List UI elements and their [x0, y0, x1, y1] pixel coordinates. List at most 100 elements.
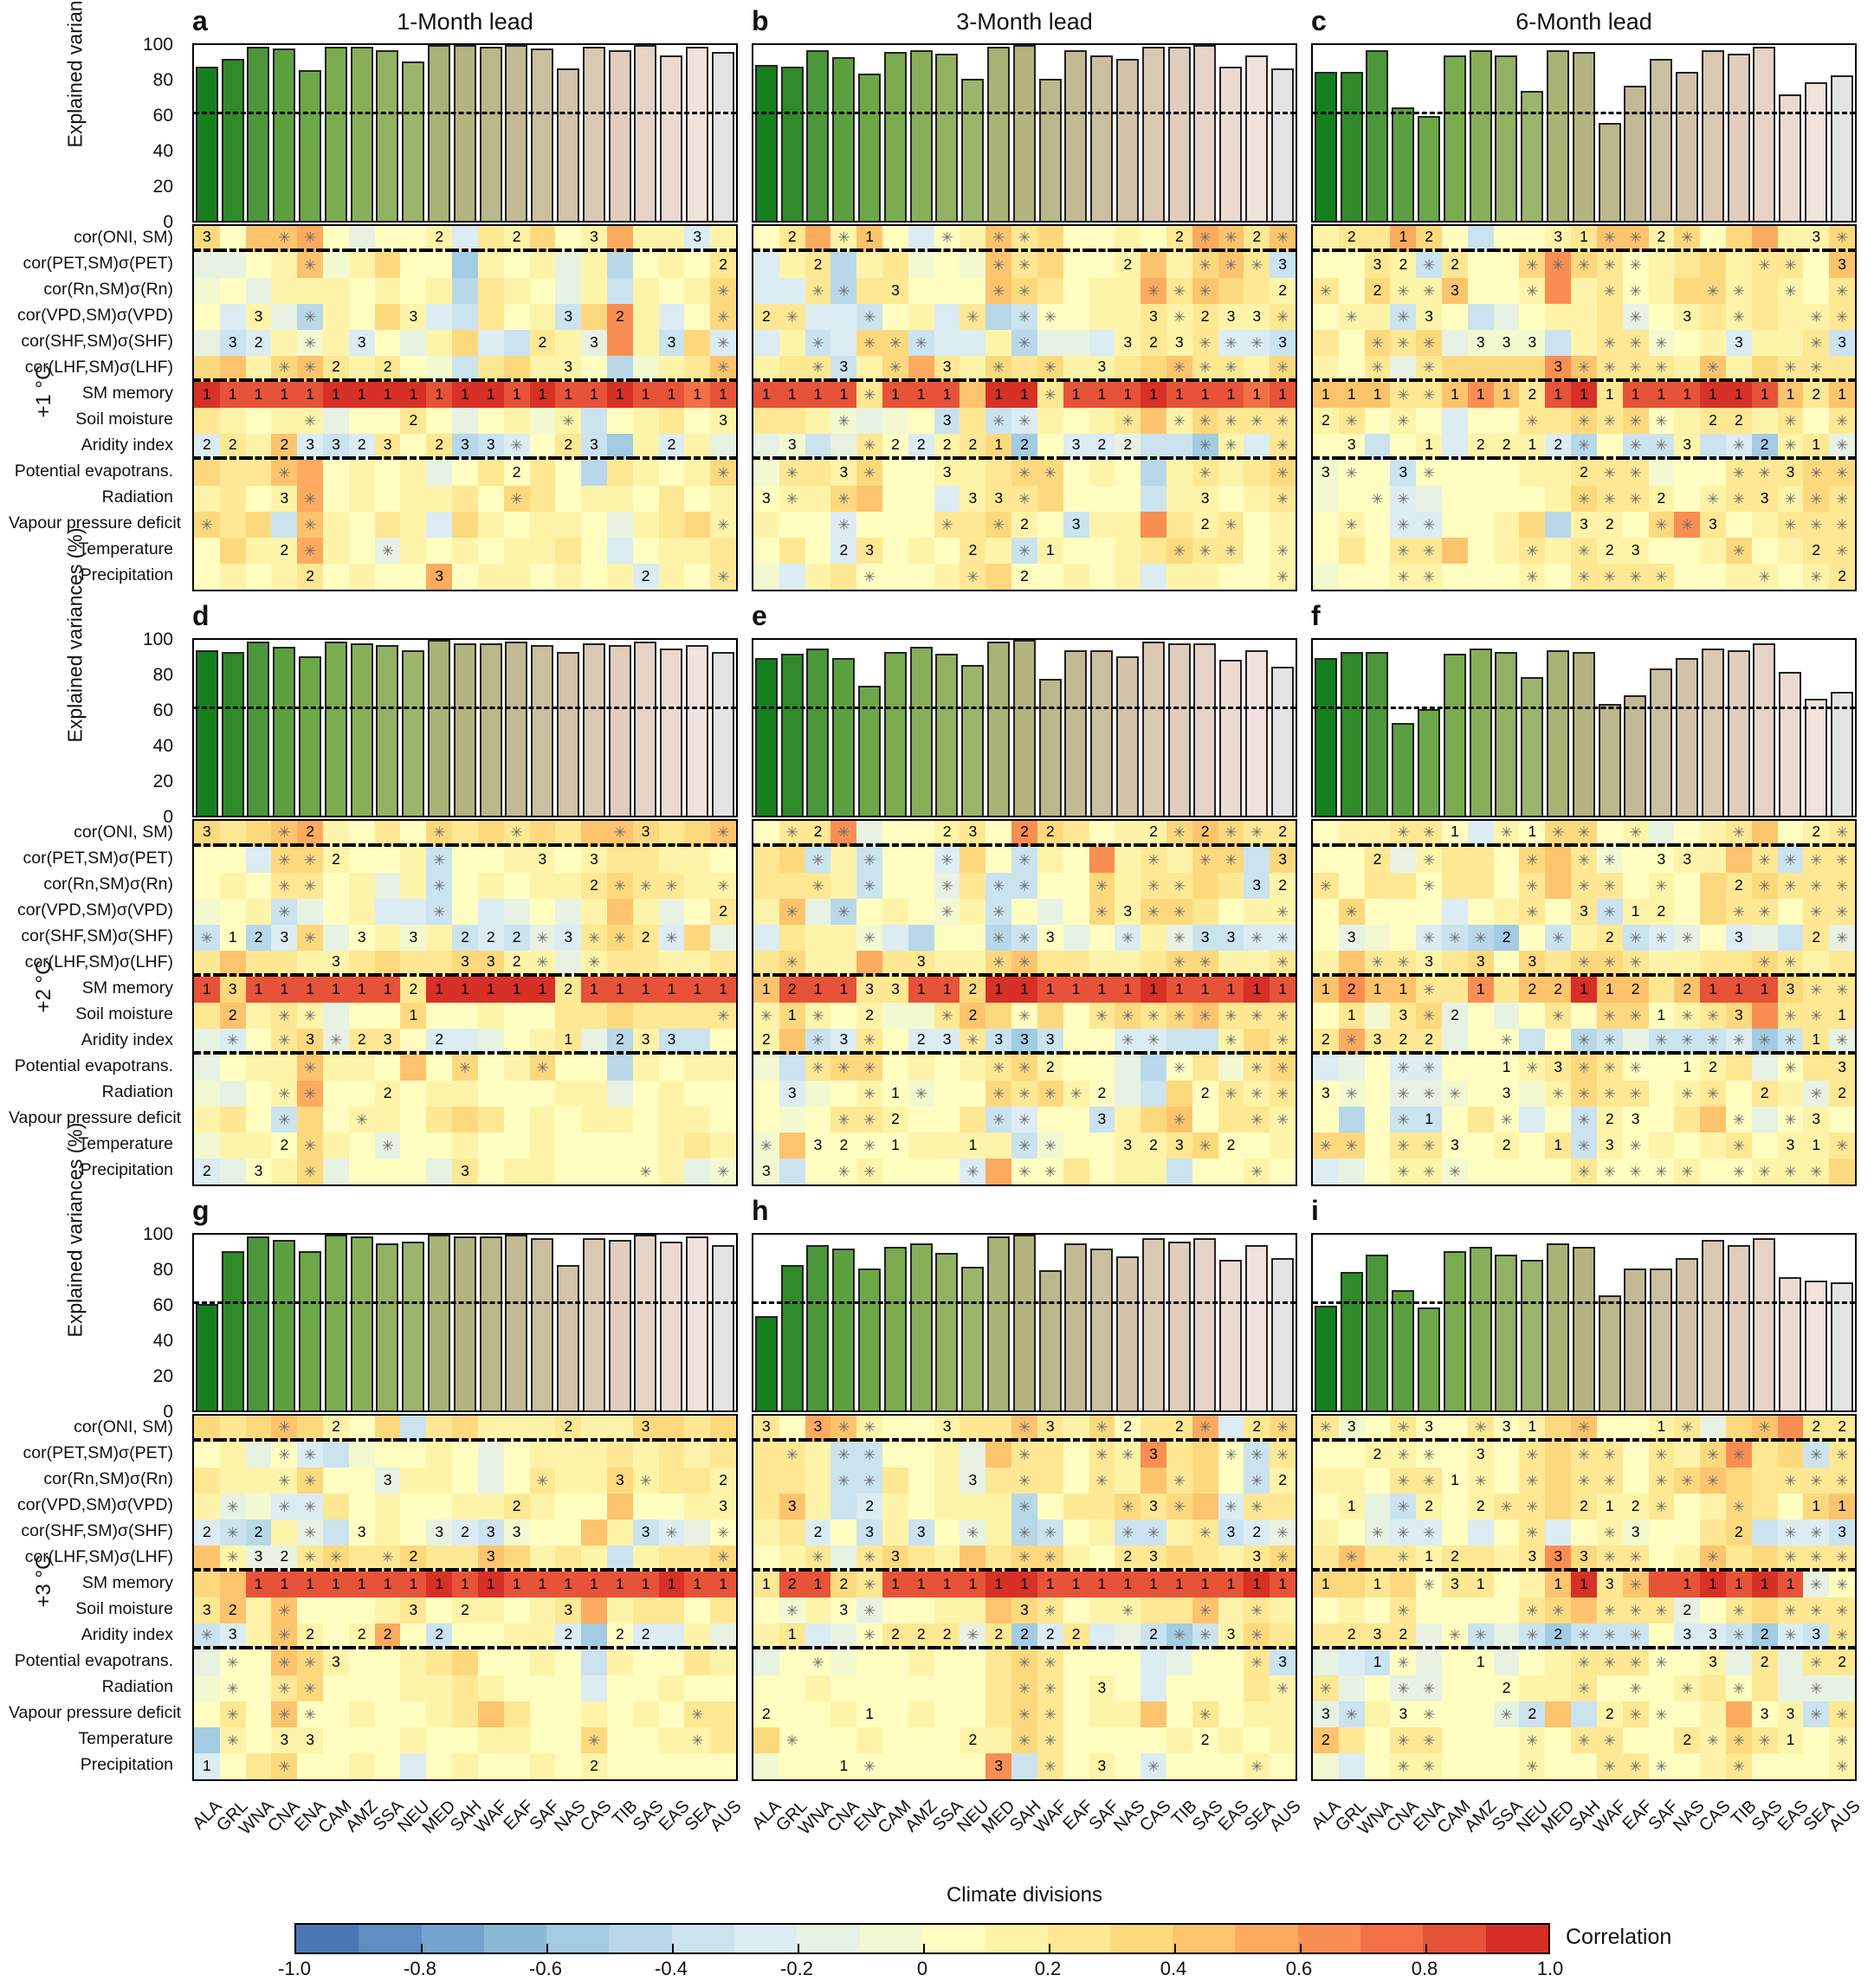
heatmap-cell: 1: [779, 382, 805, 408]
heatmap-cell: [606, 252, 633, 278]
heatmap-cell: ✳: [830, 1107, 857, 1133]
heatmap-cell: [684, 899, 711, 925]
heatmap-cell: ✳: [1390, 1753, 1417, 1779]
heatmap-cell: [323, 1081, 349, 1107]
heatmap-cell: 1: [1648, 1416, 1675, 1442]
heatmap-cell: 1: [779, 1003, 805, 1029]
heatmap-cell: ✳: [779, 821, 805, 847]
heatmap-cell: [1063, 1159, 1089, 1184]
heatmap-cell: [960, 1055, 986, 1081]
heatmap-cell: ✳: [1725, 278, 1752, 304]
heatmap-cell: ✳: [1596, 252, 1623, 278]
heatmap-cell: ✳: [1270, 460, 1296, 486]
heatmap-cell: [1700, 1494, 1726, 1520]
heatmap-cell: [753, 512, 779, 538]
heatmap-cell: 1: [529, 977, 556, 1003]
heatmap-cell: ✳: [1313, 1675, 1339, 1701]
heatmap-cell: [1338, 1107, 1365, 1133]
heatmap-cell: 3: [1777, 1701, 1804, 1727]
heatmap-cell: [908, 1416, 934, 1442]
asterisk-mark: ✳: [1121, 1524, 1134, 1541]
asterisk-mark: ✳: [329, 1031, 343, 1049]
heatmap-cell: [1674, 899, 1701, 925]
heatmap-cell: ✳: [779, 951, 805, 977]
heatmap-cell: ✳: [271, 1442, 298, 1468]
bar-EAF: [505, 1235, 528, 1410]
bar-AUS: [711, 1245, 734, 1410]
heatmap-cell: ✳: [1596, 951, 1623, 977]
heatmap-cell: 2: [779, 977, 805, 1003]
bar-SSA: [376, 645, 399, 816]
heatmap-cell: 3: [1622, 1107, 1649, 1133]
bar-CNA: [832, 1249, 856, 1410]
heatmap-cell: 2: [503, 226, 530, 252]
heatmap-cell: ✳: [1751, 951, 1778, 977]
heatmap-row-label: cor(LHF,SM)σ(LHF): [24, 1547, 173, 1566]
heatmap-cell: 2: [1829, 564, 1855, 590]
heatmap-cell: [477, 1675, 504, 1701]
asterisk-mark: ✳: [587, 929, 601, 946]
heatmap-cell: [1493, 1649, 1520, 1675]
heatmap-cell: ✳: [1313, 873, 1339, 899]
asterisk-mark: ✳: [1526, 1059, 1539, 1076]
heatmap-cell: [658, 252, 685, 278]
heatmap-cell: [684, 408, 711, 434]
asterisk-mark: ✳: [1423, 334, 1436, 352]
heatmap-cell: [1751, 1468, 1778, 1494]
heatmap-cell: ✳: [1596, 226, 1623, 252]
asterisk-mark: ✳: [1784, 953, 1797, 971]
heatmap-cell: [934, 1081, 960, 1107]
heatmap-cell: [452, 821, 478, 847]
asterisk-mark: ✳: [1423, 981, 1436, 998]
heatmap-cell: [581, 1701, 607, 1727]
heatmap-cell: ✳: [1596, 1546, 1623, 1572]
heatmap-cell: [1141, 1081, 1166, 1107]
heatmap-cell: [426, 1133, 453, 1159]
heatmap-cell: ✳: [219, 1520, 246, 1546]
bar-WAF: [1598, 703, 1621, 816]
asterisk-mark: ✳: [1526, 903, 1539, 920]
heatmap-cell: [985, 330, 1012, 356]
heatmap-cell: [658, 1623, 685, 1649]
heatmap-cell: [1244, 1029, 1270, 1055]
heatmap-cell: [581, 1159, 607, 1184]
heatmap-cell: ✳: [1218, 1081, 1244, 1107]
asterisk-mark: ✳: [863, 1576, 876, 1593]
heatmap-cell: [1545, 304, 1572, 330]
heatmap-cell: [1218, 278, 1244, 304]
heatmap-cell: 2: [1751, 1081, 1778, 1107]
asterisk-mark: ✳: [1397, 1085, 1410, 1102]
heatmap-cell: 2: [908, 1029, 934, 1055]
heatmap-cell: ✳: [805, 330, 831, 356]
asterisk-mark: ✳: [1500, 1031, 1513, 1049]
heatmap-cell: ✳: [1519, 847, 1546, 873]
heatmap-cell: [830, 252, 857, 278]
heatmap-cell: 3: [960, 1468, 986, 1494]
asterisk-mark: ✳: [1681, 1085, 1694, 1102]
asterisk-mark: ✳: [1173, 412, 1186, 429]
heatmap-cell: 1: [581, 382, 607, 408]
heatmap-cell: [1751, 1055, 1778, 1081]
bar-AUS: [711, 52, 734, 221]
heatmap-row-label: SM memory: [81, 978, 173, 997]
heatmap-cell: ✳: [1725, 1107, 1752, 1133]
heatmap-cell: [503, 330, 530, 356]
asterisk-mark: ✳: [992, 282, 1005, 300]
heatmap-cell: [1416, 899, 1443, 925]
heatmap-cell: [1037, 1107, 1063, 1133]
asterisk-mark: ✳: [226, 1680, 239, 1697]
heatmap-cell: [960, 1598, 986, 1623]
asterisk-mark: ✳: [304, 1163, 317, 1180]
heatmap-cell: ✳: [1519, 1520, 1546, 1546]
heatmap-cell: [297, 951, 324, 977]
asterisk-mark: ✳: [992, 1111, 1005, 1128]
heatmap-cell: 1: [1571, 977, 1597, 1003]
heatmap-cell: [529, 512, 556, 538]
heatmap-cell: ✳: [1270, 564, 1296, 590]
heatmap-cell: [1571, 1701, 1597, 1727]
colorbar-tick-label: -0.2: [780, 1958, 813, 1979]
asterisk-mark: ✳: [1835, 490, 1849, 507]
heatmap-cell: 2: [934, 1623, 960, 1649]
heatmap-cell: 2: [1571, 1494, 1597, 1520]
heatmap-cell: ✳: [934, 226, 960, 252]
